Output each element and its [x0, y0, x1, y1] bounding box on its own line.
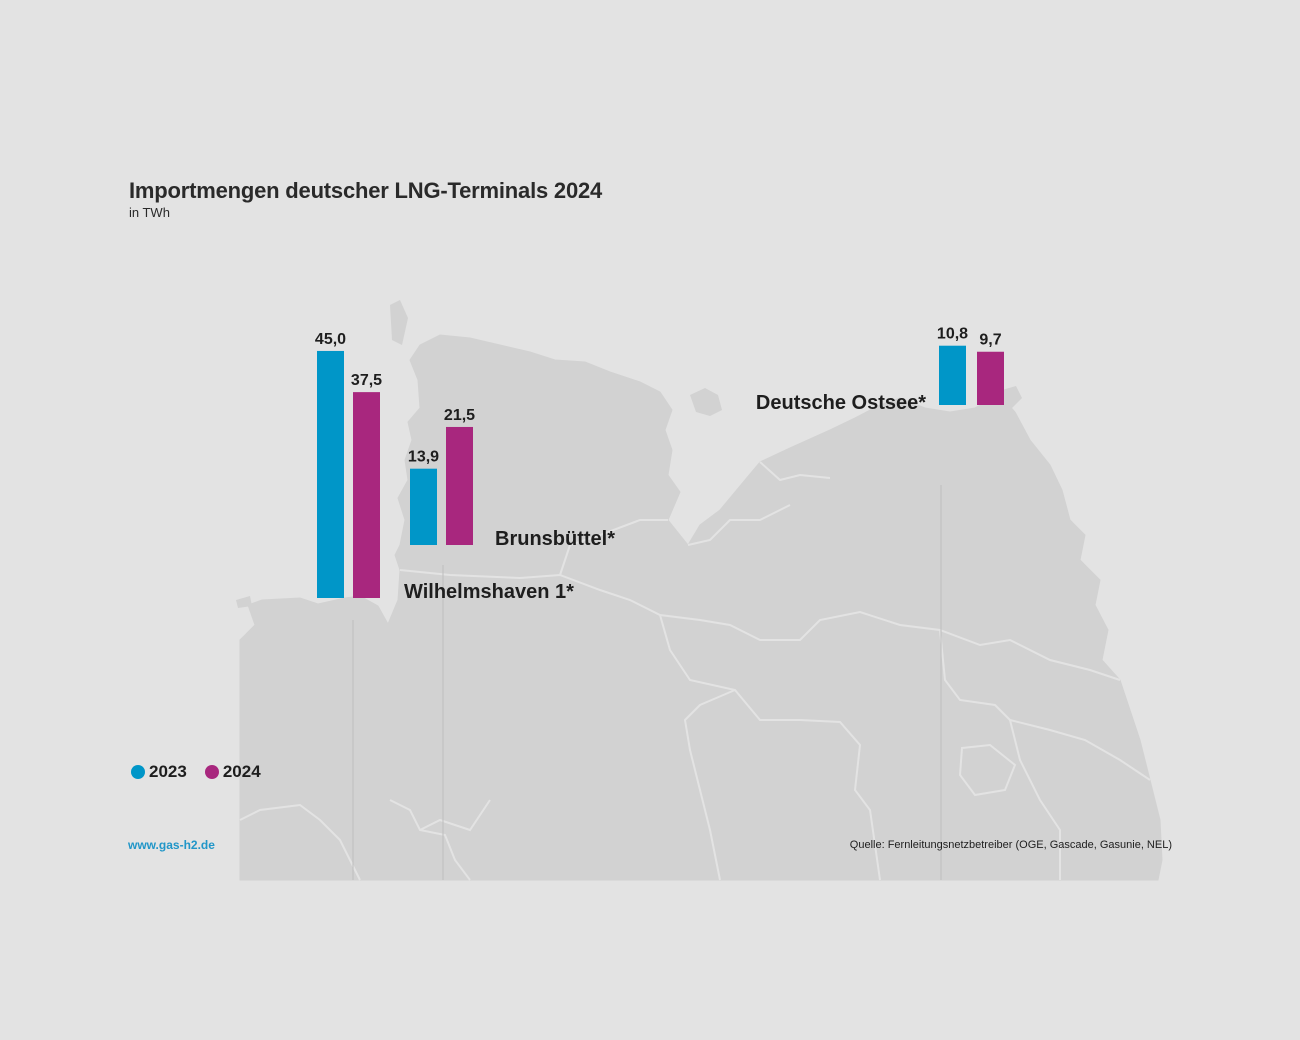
legend-label-2024: 2024 [222, 762, 261, 781]
map-border [419, 799, 491, 832]
map-island [1000, 386, 1022, 410]
category-label-brunsb-ttel: Brunsbüttel* [495, 528, 615, 550]
map-island [236, 596, 252, 608]
map-border [389, 799, 471, 881]
legend-swatch-2023 [131, 765, 145, 779]
map-border [958, 743, 1017, 797]
data-label-deutsche-ostsee-2023: 10,8 [937, 326, 968, 343]
bars-layer: 45,0 37,5 Wilhelmshaven 1* 13,9 21,5 Brunsbüt… [315, 326, 1004, 603]
footer-source: Quelle: Fernleitungsnetzbetreiber (OGE, … [849, 839, 1172, 851]
legend-item-2023: 2023 [131, 762, 187, 782]
category-label-deutsche-ostsee: Deutsche Ostsee* [756, 392, 926, 414]
legend-item-2024: 2024 [204, 762, 261, 782]
map-border [399, 569, 1121, 681]
map-island [690, 388, 722, 416]
bar-wilhelmshaven-1-2024 [353, 392, 380, 598]
map-island [260, 600, 302, 614]
bar-deutsche-ostsee-2024 [977, 351, 1004, 405]
map-border [683, 689, 736, 881]
map-border [659, 614, 881, 881]
map-island [390, 300, 408, 345]
bar-brunsb-ttel-2023 [410, 468, 437, 545]
chart-subtitle: in TWh [129, 205, 170, 220]
data-label-brunsb-ttel-2023: 13,9 [408, 449, 439, 466]
map-border [759, 461, 831, 482]
footer-url[interactable]: www.gas-h2.de [128, 838, 215, 852]
data-label-deutsche-ostsee-2024: 9,7 [979, 332, 1001, 349]
legend: 2023 2024 [131, 762, 273, 782]
chart-title: Importmengen deutscher LNG-Terminals 202… [129, 178, 603, 203]
map-border [687, 504, 791, 546]
data-label-wilhelmshaven-1-2023: 45,0 [315, 331, 346, 348]
map-border [1009, 719, 1151, 781]
category-label-wilhelmshaven-1: Wilhelmshaven 1* [404, 581, 574, 603]
bar-deutsche-ostsee-2023 [939, 345, 966, 405]
map-border [239, 803, 361, 881]
legend-label-2023: 2023 [149, 762, 187, 781]
bar-brunsb-ttel-2024 [446, 426, 473, 545]
map-border [559, 519, 668, 576]
legend-swatch-2024 [204, 765, 219, 779]
bar-wilhelmshaven-1-2023 [317, 350, 344, 598]
data-label-wilhelmshaven-1-2024: 37,5 [351, 372, 382, 389]
data-label-brunsb-ttel-2024: 21,5 [444, 407, 475, 424]
